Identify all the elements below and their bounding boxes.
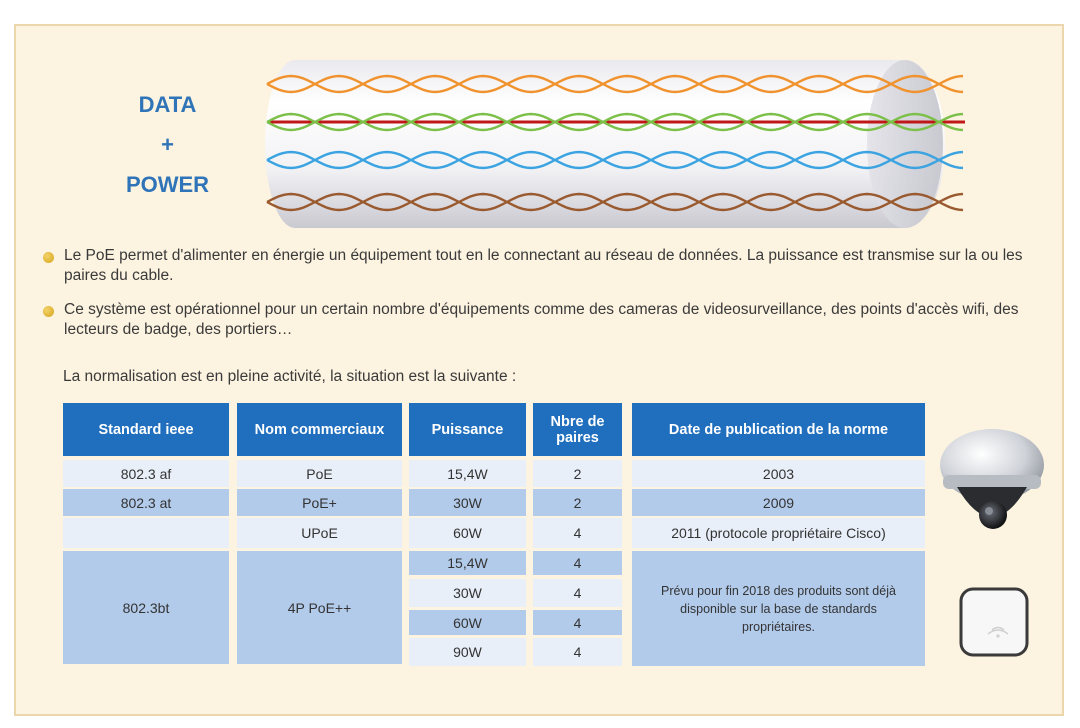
data-power-title: DATA + POWER: [100, 85, 235, 205]
cell-nom-bt: 4P PoE++: [237, 551, 402, 664]
cell-paires: 4: [533, 551, 622, 575]
title-data: DATA: [138, 92, 197, 117]
bullet-text: Le PoE permet d'alimenter en énergie un …: [64, 247, 1023, 284]
cell-puissance: 30W: [409, 579, 526, 607]
wire-pair-orange: [266, 74, 964, 94]
cell-paires: 4: [533, 518, 622, 548]
cell-nom: PoE: [237, 460, 402, 487]
bullet-list: Le PoE permet d'alimenter en énergie un …: [40, 246, 1050, 354]
cell-nom: PoE+: [237, 489, 402, 516]
intro-text: La normalisation est en pleine activité,…: [63, 368, 517, 385]
cell-puissance: 30W: [409, 489, 526, 516]
wire-pair-orange: [266, 74, 964, 94]
cell-paires: 4: [533, 579, 622, 607]
cell-puissance: 15,4W: [409, 551, 526, 575]
wire-pair-green: [266, 112, 964, 132]
cell-puissance: 15,4W: [409, 460, 526, 487]
ethernet-cable-illustration: [265, 60, 965, 228]
cell-date: 2003: [632, 460, 925, 487]
cell-standard: [63, 518, 229, 548]
cell-standard: 802.3 af: [63, 460, 229, 487]
wire-pair-blue: [266, 150, 964, 170]
bullet-text: Ce système est opérationnel pour un cert…: [64, 301, 1019, 338]
header-date: Date de publication de la norme: [632, 403, 925, 456]
wifi-access-point-icon: [959, 587, 1029, 657]
cell-paires: 2: [533, 460, 622, 487]
cell-puissance: 60W: [409, 518, 526, 548]
cell-standard: 802.3 at: [63, 489, 229, 516]
header-puissance: Puissance: [409, 403, 526, 456]
cell-standard-bt: 802.3bt: [63, 551, 229, 664]
header-standard: Standard ieee: [63, 403, 229, 456]
cell-puissance: 90W: [409, 638, 526, 666]
wire-pair-brown: [266, 192, 964, 212]
cell-paires: 4: [533, 610, 622, 635]
dome-camera-icon: [940, 429, 1044, 529]
cell-nom: UPoE: [237, 518, 402, 548]
title-plus: +: [161, 132, 174, 157]
wire-pair-blue: [266, 150, 964, 170]
header-paires: Nbre de paires: [533, 403, 622, 456]
wire-pair-brown: [266, 192, 964, 212]
cell-date: 2009: [632, 489, 925, 516]
bullet-item: Le PoE permet d'alimenter en énergie un …: [40, 246, 1050, 286]
cell-note-bt: Prévu pour fin 2018 des produits sont dé…: [632, 551, 925, 666]
cell-paires: 4: [533, 638, 622, 666]
cell-paires: 2: [533, 489, 622, 516]
bullet-dot-icon: [43, 306, 54, 317]
header-nom: Nom commerciaux: [237, 403, 402, 456]
cell-date: 2011 (protocole propriétaire Cisco): [632, 518, 925, 548]
title-power: POWER: [125, 172, 210, 197]
wire-pair-green: [266, 112, 964, 132]
bullet-item: Ce système est opérationnel pour un cert…: [40, 300, 1050, 340]
bullet-dot-icon: [43, 252, 54, 263]
cell-puissance: 60W: [409, 610, 526, 635]
